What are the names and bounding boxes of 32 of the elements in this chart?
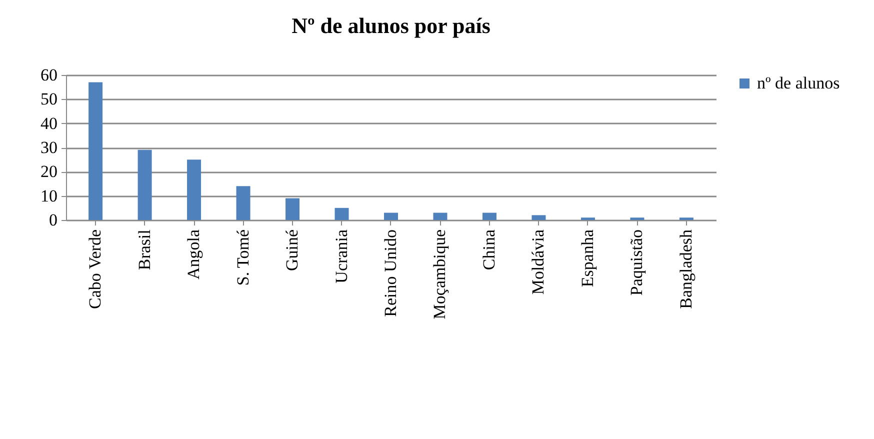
bar [482, 212, 496, 220]
x-tick-label: Ucrania [332, 229, 351, 284]
bar [187, 160, 202, 220]
x-tick-label: Moçambique [430, 230, 450, 320]
bar [532, 215, 546, 220]
x-tick-label: S. Tomé [233, 230, 252, 286]
bar [88, 82, 103, 220]
x-tick-label: Moldávia [528, 229, 548, 295]
legend-label: nº de alunos [757, 74, 840, 92]
bar [138, 150, 152, 220]
bar [286, 198, 300, 220]
x-tick-label: Paquistão [627, 230, 646, 296]
bar [334, 208, 349, 220]
x-tick-label: China [479, 229, 498, 270]
x-tick-label: Angola [184, 229, 204, 280]
bar [236, 186, 250, 220]
x-tick-label: Espanha [578, 229, 597, 288]
y-tick-label: 30 [40, 138, 58, 157]
x-tick-label: Bangladesh [676, 229, 696, 309]
x-tick-label: Reino Unido [381, 230, 400, 317]
y-tick-label: 20 [40, 162, 58, 182]
y-tick-label: 40 [40, 114, 58, 133]
bar [433, 212, 448, 220]
y-tick-label: 10 [40, 186, 58, 206]
chart-title: Nº de alunos por país [292, 13, 491, 38]
x-tick-label: Brasil [134, 229, 154, 270]
x-tick-label: Guiné [282, 230, 302, 272]
x-tick-label: Cabo Verde [86, 230, 105, 309]
bar [384, 212, 398, 220]
y-tick-label: 0 [49, 210, 58, 230]
y-tick-label: 50 [40, 90, 58, 109]
y-tick-label: 60 [40, 66, 58, 84]
